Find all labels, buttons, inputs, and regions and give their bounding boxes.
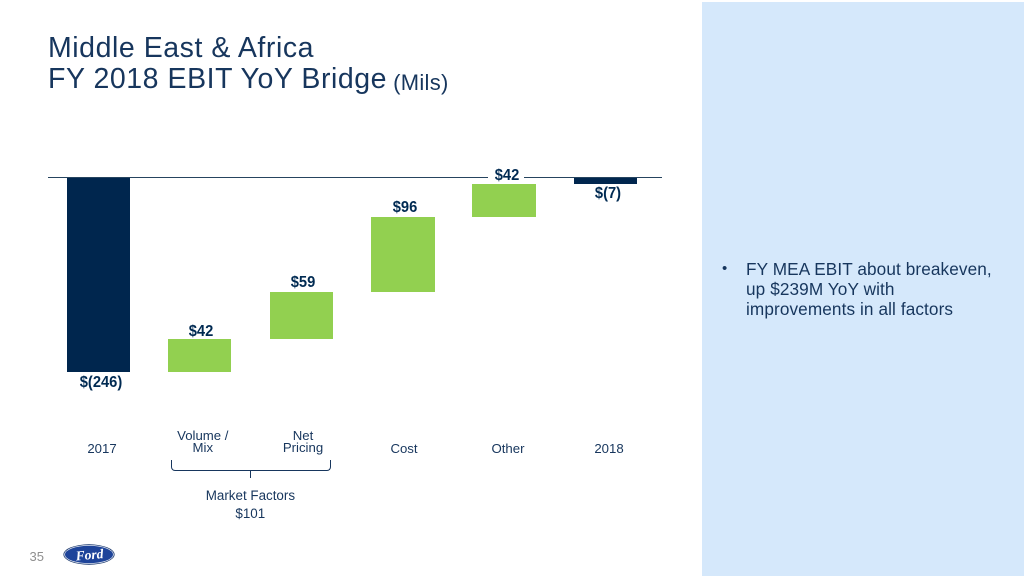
svg-text:Ford: Ford <box>74 546 104 563</box>
